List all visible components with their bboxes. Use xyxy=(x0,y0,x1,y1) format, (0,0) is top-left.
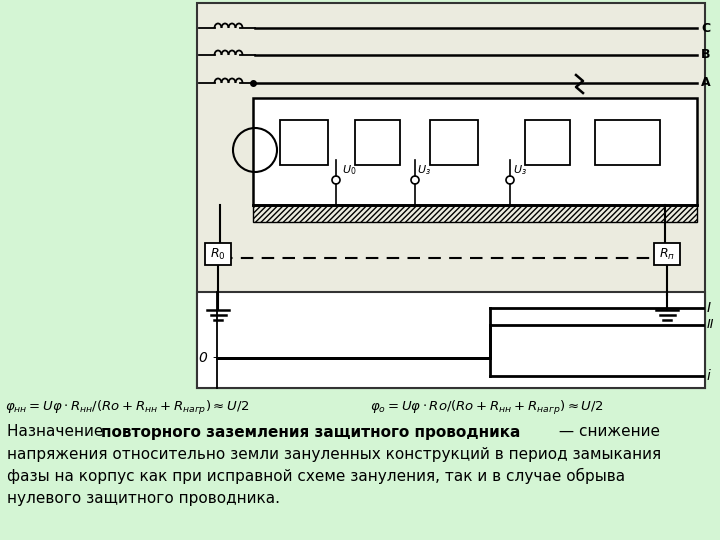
Text: $R_0$: $R_0$ xyxy=(210,246,226,261)
Text: фазы на корпус как при исправной схеме зануления, так и в случае обрыва: фазы на корпус как при исправной схеме з… xyxy=(7,468,625,484)
Text: $U_0$: $U_0$ xyxy=(342,163,356,177)
Text: 0: 0 xyxy=(198,351,207,365)
Bar xyxy=(525,120,570,165)
Bar xyxy=(197,292,705,388)
Text: I: I xyxy=(707,301,711,315)
Bar xyxy=(280,120,328,165)
Text: A: A xyxy=(701,77,711,90)
Bar xyxy=(430,120,478,165)
Bar xyxy=(197,3,705,388)
Text: — снижение: — снижение xyxy=(554,424,660,440)
Text: $R_п$: $R_п$ xyxy=(659,246,675,261)
Text: повторного заземления защитного проводника: повторного заземления защитного проводни… xyxy=(101,424,521,440)
Text: $U_з$: $U_з$ xyxy=(417,163,431,177)
Bar xyxy=(355,120,400,165)
Text: нулевого защитного проводника.: нулевого защитного проводника. xyxy=(7,490,280,505)
Text: C: C xyxy=(701,22,710,35)
Text: Назначение: Назначение xyxy=(7,424,108,440)
Bar xyxy=(253,98,697,205)
Text: $\varphi_{нн} = U\varphi \cdot R_{нн}/(Ro + R_{нн} + R_{нагр}) \approx U/2$: $\varphi_{нн} = U\varphi \cdot R_{нн}/(R… xyxy=(5,399,249,417)
Text: II: II xyxy=(707,319,714,332)
Text: i: i xyxy=(707,369,711,383)
Text: $\varphi_о = U\varphi \cdot Ro/(Ro + R_{нн} + R_{нагр}) \approx U/2$: $\varphi_о = U\varphi \cdot Ro/(Ro + R_{… xyxy=(370,399,603,417)
Bar xyxy=(205,243,231,265)
Text: –: – xyxy=(212,352,218,365)
Bar xyxy=(253,205,697,222)
Text: $U_з$: $U_з$ xyxy=(513,163,527,177)
Bar xyxy=(595,120,660,165)
Bar xyxy=(654,243,680,265)
Text: напряжения относительно земли зануленных конструкций в период замыкания: напряжения относительно земли зануленных… xyxy=(7,447,661,462)
Text: B: B xyxy=(701,49,711,62)
